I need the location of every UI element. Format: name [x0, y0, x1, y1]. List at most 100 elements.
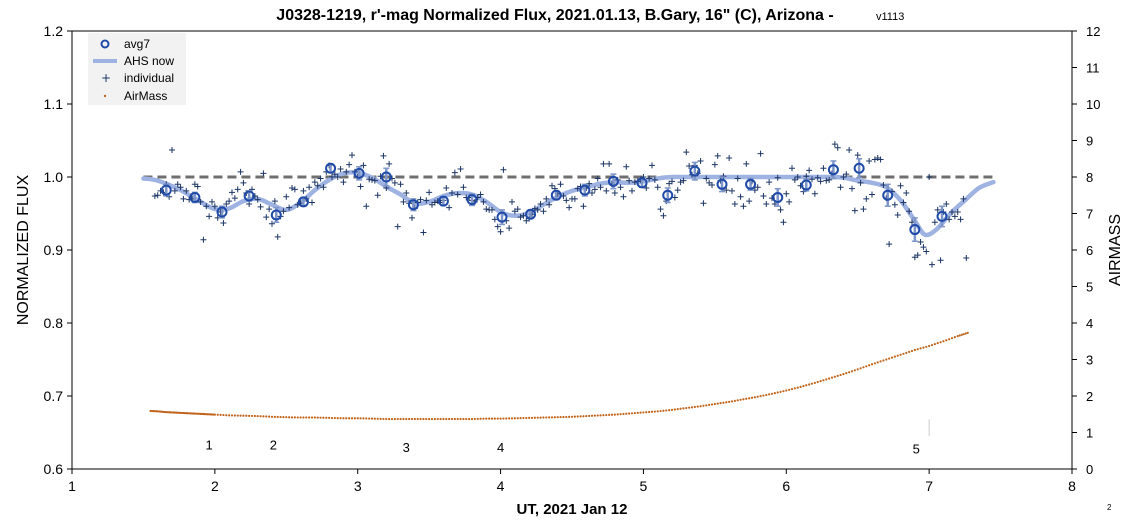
y2-tick-label: 5: [1086, 280, 1093, 295]
airmass-point: [339, 417, 342, 420]
individual-point: [546, 201, 553, 208]
airmass-point: [910, 349, 914, 353]
airmass-point: [779, 390, 782, 393]
airmass-point: [388, 417, 391, 421]
airmass-point: [270, 415, 274, 418]
airmass-point: [265, 415, 268, 418]
airmass-point: [945, 339, 948, 342]
airmass-point: [293, 416, 296, 419]
x-tick-label: 3: [354, 478, 362, 494]
airmass-point: [370, 417, 374, 420]
y-axis-ticks: 0.6 0.7 0.8 0.9 1.0 1.1 1.2: [44, 23, 72, 477]
individual-point: [746, 198, 753, 205]
airmass-point: [508, 417, 511, 420]
individual-point: [857, 179, 864, 186]
airmass-point: [708, 403, 711, 407]
airmass-point: [922, 346, 925, 349]
airmass-point: [322, 416, 325, 419]
airmass-point: [465, 417, 468, 421]
airmass-point: [599, 414, 602, 417]
legend-avg7-marker: [100, 39, 110, 49]
individual-point: [651, 176, 658, 183]
individual-point: [306, 184, 313, 191]
airmass-point: [399, 417, 402, 421]
avg7-point: [636, 177, 648, 189]
airmass-point: [808, 383, 811, 386]
individual-point: [774, 174, 781, 181]
airmass-point: [470, 417, 474, 421]
individual-point: [420, 229, 427, 236]
individual-point: [849, 185, 855, 192]
individual-point: [477, 191, 484, 198]
individual-point: [400, 198, 407, 205]
individual-point: [300, 187, 307, 194]
individual-point: [360, 162, 367, 169]
individual-point: [257, 203, 264, 210]
airmass-point: [810, 382, 814, 385]
airmass-point: [316, 416, 319, 419]
avg7-point: [607, 175, 619, 187]
individual-point: [711, 161, 718, 168]
airmass-point: [245, 414, 248, 417]
airmass-point: [582, 415, 585, 418]
individual-point: [680, 177, 687, 184]
airmass-point: [302, 416, 305, 419]
individual-point: [611, 190, 618, 197]
ahs-now-line: [141, 169, 996, 238]
airmass-point: [896, 354, 899, 357]
individual-point: [154, 192, 161, 199]
x-tick-label: 4: [497, 478, 505, 494]
individual-point: [697, 157, 704, 164]
individual-point: [357, 183, 364, 190]
individual-point: [274, 233, 281, 240]
x-tick-label: 1: [68, 478, 76, 494]
individual-point: [363, 203, 370, 210]
x-tick-label: 7: [925, 478, 933, 494]
airmass-point: [765, 393, 768, 397]
airmass-point: [699, 405, 702, 408]
airmass-point: [828, 377, 831, 380]
y-tick-label: 1.1: [44, 96, 64, 112]
individual-point: [446, 204, 453, 211]
airmass-point: [668, 409, 671, 412]
airmass-point: [222, 413, 225, 417]
airmass-point: [365, 417, 368, 420]
y2-axis-label: AIRMASS: [1107, 214, 1124, 286]
airmass-point: [422, 417, 425, 421]
airmass-point: [710, 403, 714, 406]
airmass-point: [853, 369, 856, 372]
airmass-point: [879, 360, 882, 363]
airmass-point: [439, 417, 442, 421]
airmass-point: [776, 391, 779, 394]
individual-point: [417, 196, 424, 203]
individual-point: [223, 201, 230, 208]
individual-point: [183, 187, 190, 194]
airmass-point: [376, 417, 379, 420]
individual-point: [803, 173, 810, 180]
avg7-point: [909, 224, 921, 236]
individual-point: [220, 219, 227, 226]
airmass-point: [842, 373, 845, 376]
individual-point: [349, 152, 355, 159]
individual-point: [740, 203, 747, 210]
individual-point: [934, 206, 941, 213]
airmass-point: [790, 387, 794, 391]
avg7-point: [882, 189, 894, 201]
avg7-point: [800, 179, 812, 191]
airmass-point: [485, 417, 488, 420]
airmass-point: [250, 414, 254, 418]
airmass-point: [696, 405, 699, 408]
individual-point: [480, 198, 487, 205]
individual-point: [677, 179, 684, 186]
airmass-point: [845, 372, 848, 375]
individual-point: [286, 204, 293, 211]
airmass-point: [873, 362, 876, 365]
event-label: 1: [206, 437, 213, 452]
individual-point: [594, 175, 601, 182]
airmass-point: [468, 417, 471, 421]
airmass-point: [819, 380, 822, 383]
individual-point: [866, 157, 873, 164]
individual-point: [209, 198, 215, 205]
avg7-point: [437, 195, 449, 207]
airmass-point: [936, 342, 939, 345]
